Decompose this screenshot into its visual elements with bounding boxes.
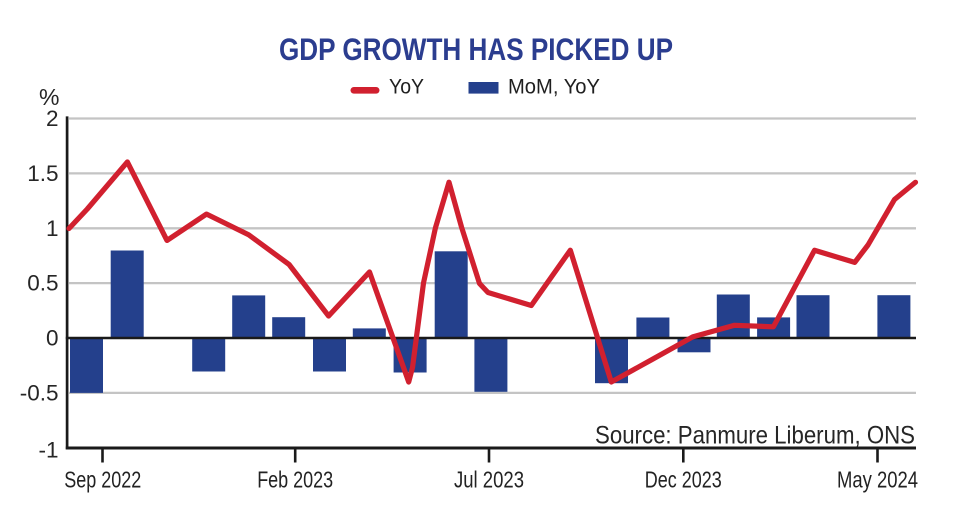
svg-text:%: % — [39, 84, 59, 110]
svg-text:2: 2 — [46, 106, 59, 131]
svg-text:0.5: 0.5 — [27, 271, 58, 296]
svg-text:Jul 2023: Jul 2023 — [454, 466, 524, 492]
svg-text:YoY: YoY — [389, 76, 424, 99]
svg-text:MoM, YoY: MoM, YoY — [508, 76, 600, 99]
svg-text:-0.5: -0.5 — [20, 380, 59, 405]
svg-text:Source: Panmure Liberum, ONS: Source: Panmure Liberum, ONS — [595, 422, 915, 450]
svg-text:Dec 2023: Dec 2023 — [645, 466, 722, 492]
svg-text:May 2024: May 2024 — [837, 466, 918, 492]
svg-text:1.5: 1.5 — [27, 161, 58, 186]
svg-text:Sep 2022: Sep 2022 — [64, 466, 141, 492]
svg-text:0: 0 — [46, 326, 59, 351]
svg-text:GDP GROWTH HAS PICKED UP: GDP GROWTH HAS PICKED UP — [279, 31, 673, 67]
svg-text:Feb 2023: Feb 2023 — [257, 466, 333, 492]
svg-text:-1: -1 — [38, 438, 58, 463]
svg-text:1: 1 — [46, 216, 59, 241]
